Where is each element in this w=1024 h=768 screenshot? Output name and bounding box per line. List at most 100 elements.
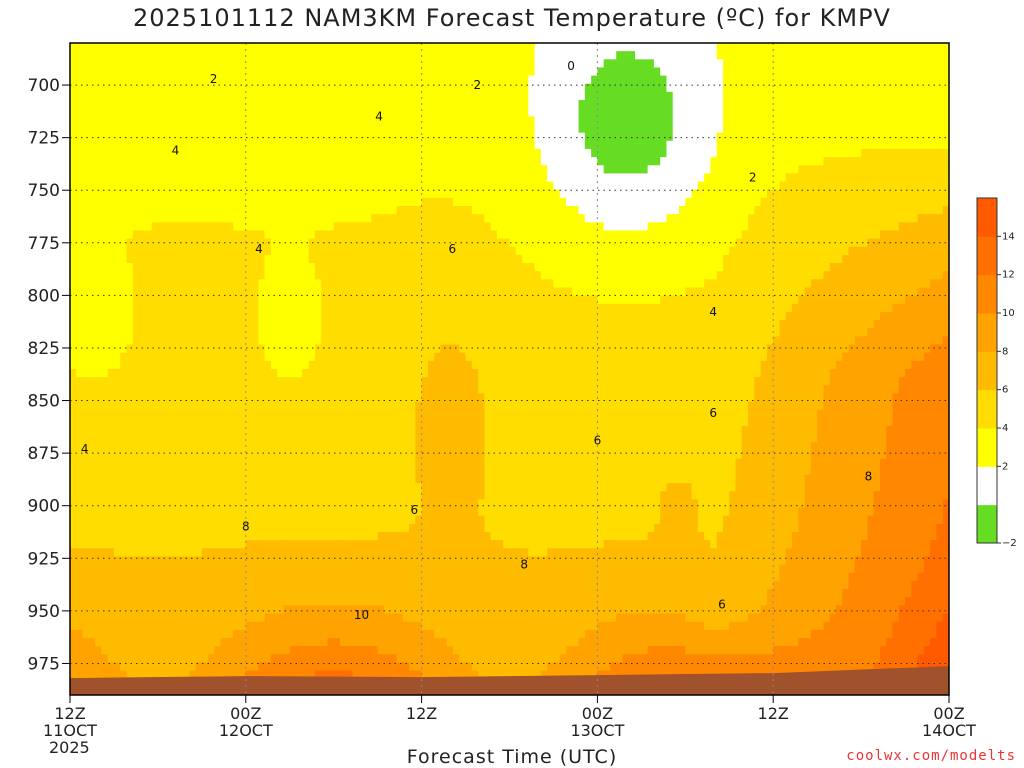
field-cell	[434, 507, 442, 517]
field-cell	[358, 279, 366, 289]
field-cell	[383, 124, 391, 134]
field-cell	[201, 83, 209, 93]
field-cell	[126, 83, 134, 93]
field-cell	[377, 442, 385, 452]
field-cell	[132, 532, 140, 541]
field-cell	[358, 523, 366, 533]
field-cell	[195, 189, 203, 199]
field-cell	[245, 458, 253, 468]
field-cell	[346, 637, 354, 647]
field-cell	[283, 197, 291, 207]
field-cell	[189, 124, 197, 134]
field-cell	[264, 263, 272, 272]
field-cell	[434, 491, 442, 500]
field-cell	[76, 206, 84, 215]
field-cell	[70, 140, 77, 150]
field-cell	[314, 108, 322, 117]
field-cell	[258, 426, 266, 435]
field-cell	[402, 100, 410, 109]
field-cell	[452, 637, 460, 647]
field-cell	[264, 311, 272, 321]
field-cell	[220, 360, 228, 370]
field-cell	[270, 523, 278, 533]
field-cell	[208, 173, 216, 183]
field-cell	[333, 344, 341, 354]
field-cell	[151, 197, 159, 207]
field-cell	[151, 589, 159, 598]
field-cell	[333, 662, 341, 672]
field-cell	[258, 230, 266, 240]
field-cell	[176, 523, 184, 533]
field-cell	[76, 254, 84, 264]
field-cell	[402, 458, 410, 468]
field-cell	[421, 474, 429, 484]
field-cell	[189, 263, 197, 272]
field-cell	[233, 59, 241, 69]
field-cell	[201, 100, 209, 109]
field-cell	[402, 409, 410, 419]
field-cell	[339, 532, 347, 541]
field-cell	[377, 540, 385, 549]
field-cell	[88, 572, 96, 582]
field-cell	[101, 621, 109, 631]
field-cell	[151, 377, 159, 386]
field-cell	[239, 263, 247, 272]
field-cell	[390, 369, 398, 378]
field-cell	[145, 393, 153, 403]
field-cell	[76, 287, 84, 297]
field-cell	[402, 662, 410, 672]
field-cell	[233, 417, 241, 427]
field-cell	[440, 271, 448, 280]
field-cell	[277, 254, 285, 264]
field-cell	[402, 328, 410, 337]
field-cell	[82, 589, 90, 598]
field-cell	[195, 173, 203, 183]
field-cell	[164, 450, 172, 460]
field-cell	[76, 328, 84, 337]
field-cell	[113, 124, 121, 134]
field-cell	[402, 271, 410, 280]
field-cell	[101, 393, 109, 403]
field-cell	[371, 369, 379, 378]
field-cell	[402, 303, 410, 313]
field-cell	[296, 157, 303, 166]
field-cell	[270, 279, 278, 289]
field-cell	[446, 409, 454, 419]
field-cell	[145, 548, 153, 558]
field-cell	[415, 401, 423, 411]
field-cell	[189, 458, 197, 468]
field-cell	[377, 189, 385, 199]
field-cell	[440, 287, 448, 297]
field-cell	[101, 426, 109, 435]
field-cell	[239, 637, 247, 647]
field-cell	[346, 458, 354, 468]
field-cell	[139, 254, 146, 264]
field-cell	[120, 254, 128, 264]
field-cell	[283, 417, 291, 427]
field-cell	[270, 556, 278, 566]
field-cell	[220, 540, 228, 549]
field-cell	[113, 148, 121, 158]
field-cell	[107, 59, 115, 69]
field-cell	[226, 344, 234, 354]
field-cell	[339, 491, 347, 500]
field-cell	[258, 59, 266, 69]
field-cell	[377, 621, 385, 631]
field-cell	[308, 246, 316, 256]
field-cell	[233, 148, 241, 158]
field-cell	[101, 580, 109, 590]
field-cell	[270, 328, 278, 337]
field-cell	[459, 263, 467, 272]
field-cell	[245, 507, 253, 517]
field-cell	[308, 401, 316, 411]
field-cell	[132, 360, 140, 370]
field-cell	[239, 311, 247, 321]
field-cell	[346, 572, 354, 582]
field-cell	[421, 173, 429, 183]
field-cell	[82, 483, 90, 492]
field-cell	[396, 43, 404, 52]
field-cell	[383, 507, 391, 517]
field-cell	[183, 214, 190, 223]
field-cell	[88, 124, 96, 134]
field-cell	[446, 548, 454, 558]
